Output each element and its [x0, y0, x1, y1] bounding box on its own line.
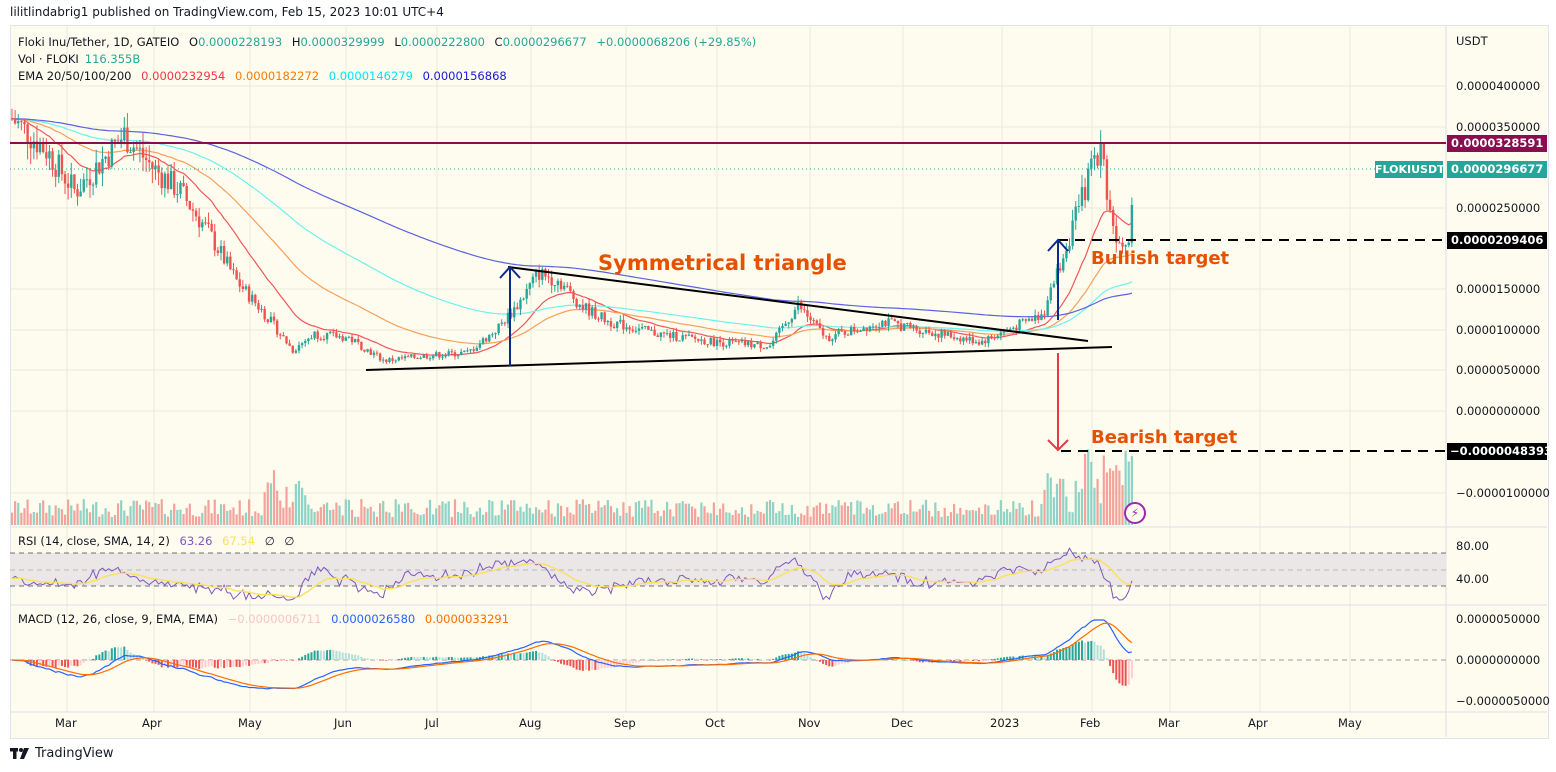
- rsi-legend[interactable]: RSI (14, close, SMA, 14, 2) 63.26 67.54 …: [18, 534, 295, 548]
- ema100-value: 0.0000146279: [328, 69, 413, 83]
- macd-value: 0.0000026580: [331, 612, 416, 626]
- axis-tick-label: −0.0000100000: [1456, 486, 1550, 500]
- time-tick-label: Nov: [798, 716, 821, 730]
- axis-tick-label: 0.0000000000: [1456, 404, 1541, 418]
- time-tick-label: Jun: [334, 716, 352, 730]
- axis-tick-label: −0.0000050000: [1456, 694, 1550, 708]
- pattern-label[interactable]: Symmetrical triangle: [598, 251, 847, 275]
- publish-info: lilitlindabrig1 published on TradingView…: [10, 5, 444, 19]
- ema-lines: [11, 118, 1133, 356]
- time-tick-label: Mar: [1158, 716, 1180, 730]
- macd-hist-value: −0.0000006711: [227, 612, 322, 626]
- axis-tick-label: 0.0000100000: [1456, 323, 1541, 337]
- time-tick-label: Sep: [614, 716, 636, 730]
- tradingview-logo-icon: [10, 747, 29, 759]
- rsi-pane: [10, 547, 1446, 601]
- open-value: 0.0000228193: [198, 35, 283, 49]
- axis-tick-label: 0.0000400000: [1456, 79, 1541, 93]
- bullish-target-price-label: 0.0000209406: [1447, 232, 1547, 249]
- lightning-icon[interactable]: ⚡: [1124, 502, 1146, 524]
- axis-tick-label: 80.00: [1456, 539, 1489, 553]
- time-tick-label: May: [238, 716, 262, 730]
- axis-tick-label: 0.0000000000: [1456, 653, 1541, 667]
- bearish-target-price-label: −0.0000048393: [1447, 443, 1552, 460]
- rsi-sma-value: 67.54: [222, 534, 256, 548]
- candlesticks: [10, 108, 1134, 365]
- axis-tick-label: 0.0000250000: [1456, 201, 1541, 215]
- ema-legend[interactable]: EMA 20/50/100/200 0.0000232954 0.0000182…: [18, 69, 507, 83]
- volume-legend[interactable]: Vol · FLOKI 116.355B: [18, 52, 141, 66]
- resistance-price-label: 0.0000328591: [1447, 135, 1547, 152]
- volume-value: 116.355B: [84, 52, 141, 66]
- macd-signal-value: 0.0000033291: [424, 612, 510, 626]
- close-value: 0.0000296677: [502, 35, 587, 49]
- ema20-value: 0.0000232954: [141, 69, 226, 83]
- time-tick-label: Apr: [1248, 716, 1268, 730]
- grid-lines: [10, 26, 1547, 737]
- volume-bars: [10, 449, 1133, 525]
- time-tick-label: 2023: [990, 716, 1020, 730]
- macd-legend[interactable]: MACD (12, 26, close, 9, EMA, EMA) −0.000…: [18, 612, 510, 626]
- rsi-value: 63.26: [179, 534, 213, 548]
- footer-brand[interactable]: TradingView: [10, 746, 114, 761]
- axis-tick-label: 40.00: [1456, 572, 1489, 586]
- axis-tick-label: 0.0000050000: [1456, 612, 1541, 626]
- time-tick-label: May: [1338, 716, 1362, 730]
- high-value: 0.0000329999: [300, 35, 385, 49]
- ema200-value: 0.0000156868: [422, 69, 507, 83]
- time-tick-label: Feb: [1080, 716, 1101, 730]
- drawings[interactable]: [10, 142, 1446, 452]
- main-legend: Floki Inu/Tether, 1D, GATEIO O0.00002281…: [18, 35, 757, 49]
- bullish-target-label[interactable]: Bullish target: [1091, 248, 1230, 269]
- time-tick-label: Jul: [425, 716, 439, 730]
- axis-tick-label: 0.0000050000: [1456, 363, 1541, 377]
- time-tick-label: Oct: [705, 716, 725, 730]
- axis-tick-label: 0.0000350000: [1456, 120, 1541, 134]
- macd-pane: [10, 619, 1446, 690]
- time-tick-label: Aug: [519, 716, 542, 730]
- time-tick-label: Mar: [55, 716, 77, 730]
- currency-label: USDT: [1456, 34, 1488, 48]
- axis-tick-label: 0.0000150000: [1456, 282, 1541, 296]
- bearish-target-label[interactable]: Bearish target: [1091, 427, 1238, 448]
- low-value: 0.0000222800: [400, 35, 485, 49]
- last-price-label: 0.0000296677: [1447, 161, 1547, 178]
- time-tick-label: Apr: [142, 716, 162, 730]
- symbol-tag: FLOKIUSDT: [1375, 161, 1445, 178]
- ema50-value: 0.0000182272: [234, 69, 320, 83]
- time-tick-label: Dec: [891, 716, 914, 730]
- change-value: +0.0000068206 (+29.85%): [596, 35, 757, 49]
- symbol-title[interactable]: Floki Inu/Tether, 1D, GATEIO: [18, 35, 180, 49]
